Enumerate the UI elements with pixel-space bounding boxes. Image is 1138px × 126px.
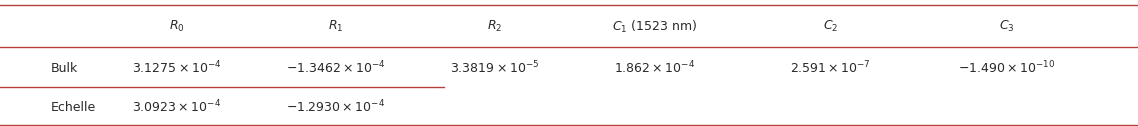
Text: $-1.490\times10^{-10}$: $-1.490\times10^{-10}$	[958, 60, 1056, 76]
Text: $C_3$: $C_3$	[999, 19, 1015, 34]
Text: $3.1275\times10^{-4}$: $3.1275\times10^{-4}$	[132, 60, 221, 76]
Text: Bulk: Bulk	[51, 61, 79, 75]
Text: Echelle: Echelle	[51, 101, 97, 114]
Text: $R_2$: $R_2$	[487, 19, 503, 34]
Text: $3.0923\times10^{-4}$: $3.0923\times10^{-4}$	[132, 99, 221, 115]
Text: $R_0$: $R_0$	[168, 19, 184, 34]
Text: $3.3819\times10^{-5}$: $3.3819\times10^{-5}$	[451, 60, 539, 76]
Text: $C_1\ (1523\ \mathrm{nm})$: $C_1\ (1523\ \mathrm{nm})$	[611, 18, 698, 35]
Text: $-1.3462\times10^{-4}$: $-1.3462\times10^{-4}$	[286, 60, 386, 76]
Text: $C_2$: $C_2$	[823, 19, 839, 34]
Text: $R_1$: $R_1$	[328, 19, 344, 34]
Text: $1.862\times10^{-4}$: $1.862\times10^{-4}$	[613, 60, 695, 76]
Text: $-1.2930\times10^{-4}$: $-1.2930\times10^{-4}$	[286, 99, 386, 115]
Text: $2.591\times10^{-7}$: $2.591\times10^{-7}$	[791, 60, 871, 76]
